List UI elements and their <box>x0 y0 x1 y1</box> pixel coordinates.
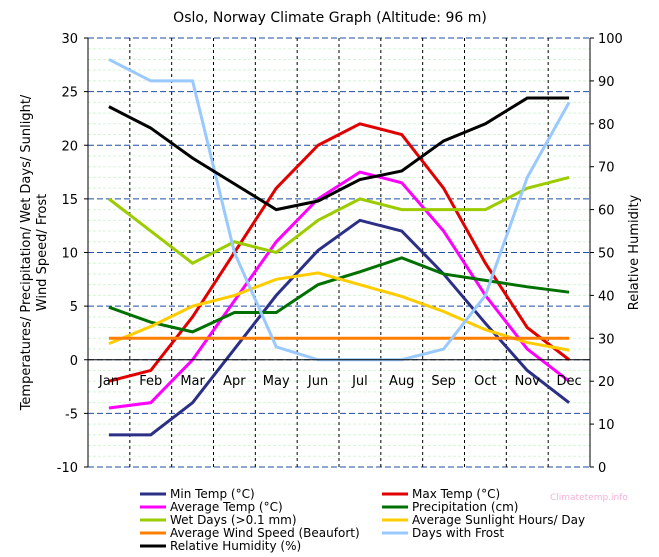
x-tick-label: Jun <box>307 374 328 389</box>
right-tick-label: 50 <box>598 247 615 262</box>
right-tick-label: 70 <box>598 161 615 176</box>
x-tick-label: Feb <box>139 374 162 389</box>
right-tick-label: 10 <box>598 418 615 433</box>
x-tick-label: Apr <box>223 374 246 389</box>
right-tick-label: 80 <box>598 118 615 133</box>
right-tick-label: 60 <box>598 204 615 219</box>
x-tick-label: Mar <box>180 374 205 389</box>
x-tick-label: Aug <box>389 374 414 389</box>
right-tick-label: 0 <box>598 461 606 476</box>
legend-label: Average Temp (°C) <box>170 500 283 514</box>
right-tick-label: 90 <box>598 75 615 90</box>
legend-label: Wet Days (>0.1 mm) <box>170 513 297 527</box>
x-tick-label: Dec <box>557 374 582 389</box>
x-tick-label: Jul <box>351 374 368 389</box>
legend-label: Min Temp (°C) <box>170 487 255 501</box>
x-tick-label: Nov <box>515 374 541 389</box>
series-line <box>108 96 570 212</box>
left-tick-label: 15 <box>61 193 78 208</box>
x-tick-label: May <box>263 374 290 389</box>
left-tick-label: 25 <box>61 86 78 101</box>
left-tick-label: -5 <box>65 407 78 422</box>
right-tick-label: 30 <box>598 332 615 347</box>
right-tick-label: 40 <box>598 289 615 304</box>
legend-label: Average Wind Speed (Beaufort) <box>170 526 360 540</box>
right-tick-label: 100 <box>598 32 623 47</box>
left-axis-label-line: Wind Speed/ Frost <box>35 194 50 311</box>
legend-label: Days with Frost <box>412 526 504 540</box>
left-tick-label: -10 <box>57 461 78 476</box>
axes-layer: -10 -5 0 5 10 15 20 25 30 0 10 20 30 40 50 60 70 80 90 100 J… <box>19 32 642 476</box>
left-tick-label: 10 <box>61 247 78 262</box>
series-line <box>108 175 570 265</box>
right-tick-label: 20 <box>598 375 615 390</box>
left-tick-label: 30 <box>61 32 78 47</box>
left-axis-label: Temperatures/ Precipitation/ Wet Days/ S… <box>19 94 50 411</box>
watermark-text: Climatetemp.info <box>550 493 628 503</box>
x-tick-label: Sep <box>431 374 456 389</box>
series-line <box>108 170 570 410</box>
legend-label: Max Temp (°C) <box>412 487 500 501</box>
legend-label: Precipitation (cm) <box>412 500 518 514</box>
x-tick-label: Jan <box>98 374 119 389</box>
right-axis-label: Relative Humidity <box>627 194 642 310</box>
legend: Min Temp (°C) Max Temp (°C) Average Temp (… <box>140 487 585 553</box>
chart-title: Oslo, Norway Climate Graph (Altitude: 96… <box>173 10 487 26</box>
legend-label: Relative Humidity (%) <box>170 539 301 553</box>
left-tick-label: 20 <box>61 139 78 154</box>
left-tick-label: 5 <box>70 300 78 315</box>
x-tick-label: Oct <box>474 374 496 389</box>
legend-label: Average Sunlight Hours/ Day <box>412 513 585 527</box>
left-axis-label-line: Temperatures/ Precipitation/ Wet Days/ S… <box>19 94 34 411</box>
series-line <box>108 271 570 352</box>
left-tick-label: 0 <box>70 354 78 369</box>
